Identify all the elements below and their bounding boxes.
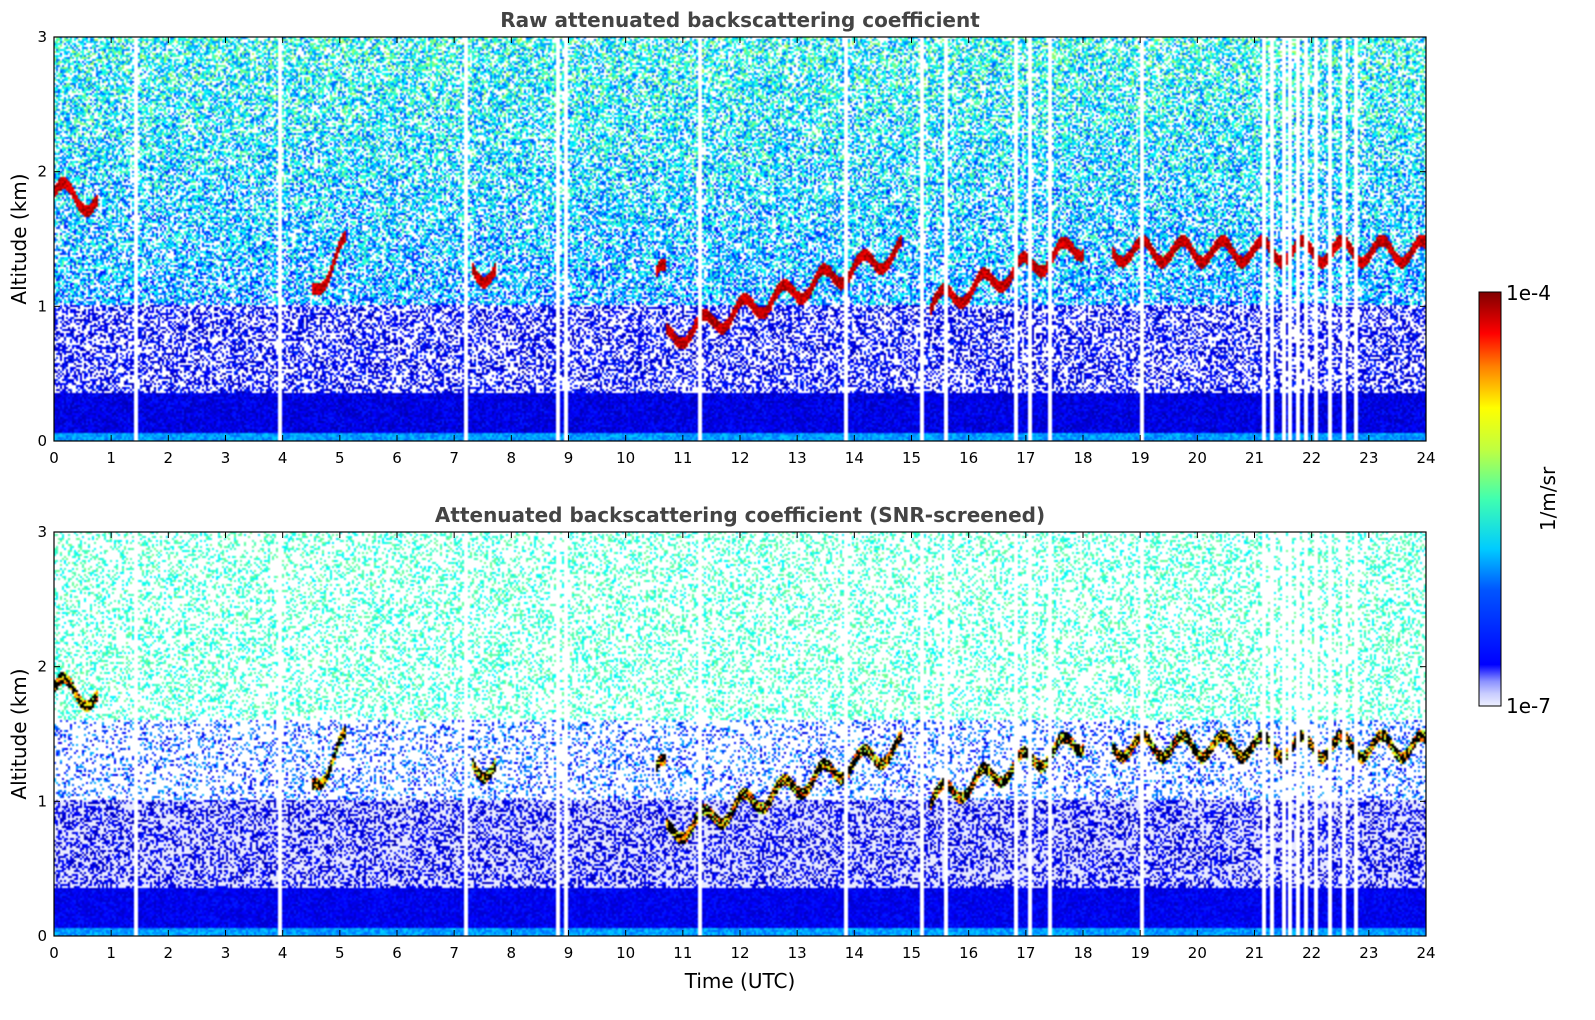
x-tick-label: 23 (1359, 449, 1378, 467)
y-tick-label: 1 (37, 792, 47, 810)
x-tick-label: 18 (1073, 449, 1092, 467)
colorbar-min-label: 1e-7 (1506, 694, 1551, 718)
x-tick-label: 13 (788, 449, 807, 467)
x-tick-label: 12 (730, 449, 749, 467)
x-tick-label: 16 (959, 944, 978, 962)
x-tick-label: 16 (959, 449, 978, 467)
x-tick-label: 1 (106, 449, 116, 467)
screened-backscatter-panel: Attenuated backscattering coefficient (S… (7, 503, 1436, 993)
y-tick-label: 1 (37, 297, 47, 315)
panel-2-x-ticks: 0 1 2 3 4 5 6 7 8 9 10 11 12 13 14 15 16 17 18 19 20 21 22 23 24 (49, 532, 1436, 962)
y-tick-label: 0 (37, 432, 47, 450)
x-tick-label: 20 (1188, 449, 1207, 467)
x-tick-label: 14 (845, 944, 864, 962)
colorbar: 1e-4 1e-7 1/m/sr (1478, 281, 1560, 718)
x-tick-label: 10 (616, 449, 635, 467)
x-tick-label: 8 (507, 449, 517, 467)
x-tick-label: 22 (1302, 944, 1321, 962)
x-tick-label: 0 (49, 944, 59, 962)
x-tick-label: 6 (392, 449, 402, 467)
x-tick-label: 21 (1245, 449, 1264, 467)
x-tick-label: 10 (616, 944, 635, 962)
colorbar-gradient (1478, 291, 1502, 707)
y-tick-label: 2 (37, 658, 47, 676)
x-tick-label: 22 (1302, 449, 1321, 467)
x-tick-label: 2 (164, 449, 174, 467)
x-tick-label: 3 (221, 944, 231, 962)
x-axis-label: Time (UTC) (684, 969, 796, 993)
x-tick-label: 3 (221, 449, 231, 467)
x-tick-label: 0 (49, 449, 59, 467)
x-tick-label: 15 (902, 449, 921, 467)
x-tick-label: 20 (1188, 944, 1207, 962)
x-tick-label: 6 (392, 944, 402, 962)
panel-2-y-ticks: 0 1 2 3 (37, 523, 1426, 945)
x-tick-label: 24 (1416, 944, 1435, 962)
colorbar-unit-label: 1/m/sr (1536, 466, 1560, 531)
x-tick-label: 5 (335, 449, 345, 467)
y-tick-label: 3 (37, 28, 47, 46)
panel-2-heatmap (54, 532, 1426, 936)
x-tick-label: 19 (1131, 944, 1150, 962)
panel-2-y-label: Altitude (km) (7, 668, 31, 799)
x-tick-label: 15 (902, 944, 921, 962)
x-tick-label: 17 (1016, 449, 1035, 467)
panel-1-title: Raw attenuated backscattering coefficien… (500, 8, 980, 32)
x-tick-label: 8 (507, 944, 517, 962)
x-tick-label: 14 (845, 449, 864, 467)
panel-1-y-ticks: 0 1 2 3 (37, 28, 1426, 450)
x-tick-label: 5 (335, 944, 345, 962)
x-tick-label: 19 (1131, 449, 1150, 467)
y-tick-label: 2 (37, 163, 47, 181)
x-tick-label: 1 (106, 944, 116, 962)
panel-1-x-ticks: 0 1 2 3 4 5 6 7 8 9 10 11 12 13 14 15 16 17 18 19 20 21 22 23 24 (49, 37, 1436, 467)
raw-backscatter-panel: Raw attenuated backscattering coefficien… (7, 8, 1436, 467)
y-tick-label: 0 (37, 927, 47, 945)
x-tick-label: 4 (278, 449, 288, 467)
x-tick-label: 24 (1416, 449, 1435, 467)
panel-2-title: Attenuated backscattering coefficient (S… (435, 503, 1045, 527)
x-tick-label: 18 (1073, 944, 1092, 962)
colorbar-max-label: 1e-4 (1506, 281, 1551, 305)
x-tick-label: 17 (1016, 944, 1035, 962)
x-tick-label: 9 (564, 944, 574, 962)
x-tick-label: 23 (1359, 944, 1378, 962)
x-tick-label: 7 (449, 449, 459, 467)
x-tick-label: 4 (278, 944, 288, 962)
x-tick-label: 2 (164, 944, 174, 962)
panel-1-y-label: Altitude (km) (7, 173, 31, 304)
x-tick-label: 11 (673, 944, 692, 962)
panel-1-heatmap (54, 37, 1426, 441)
y-tick-label: 3 (37, 523, 47, 541)
x-tick-label: 9 (564, 449, 574, 467)
x-tick-label: 7 (449, 944, 459, 962)
x-tick-label: 12 (730, 944, 749, 962)
x-tick-label: 11 (673, 449, 692, 467)
x-tick-label: 21 (1245, 944, 1264, 962)
x-tick-label: 13 (788, 944, 807, 962)
